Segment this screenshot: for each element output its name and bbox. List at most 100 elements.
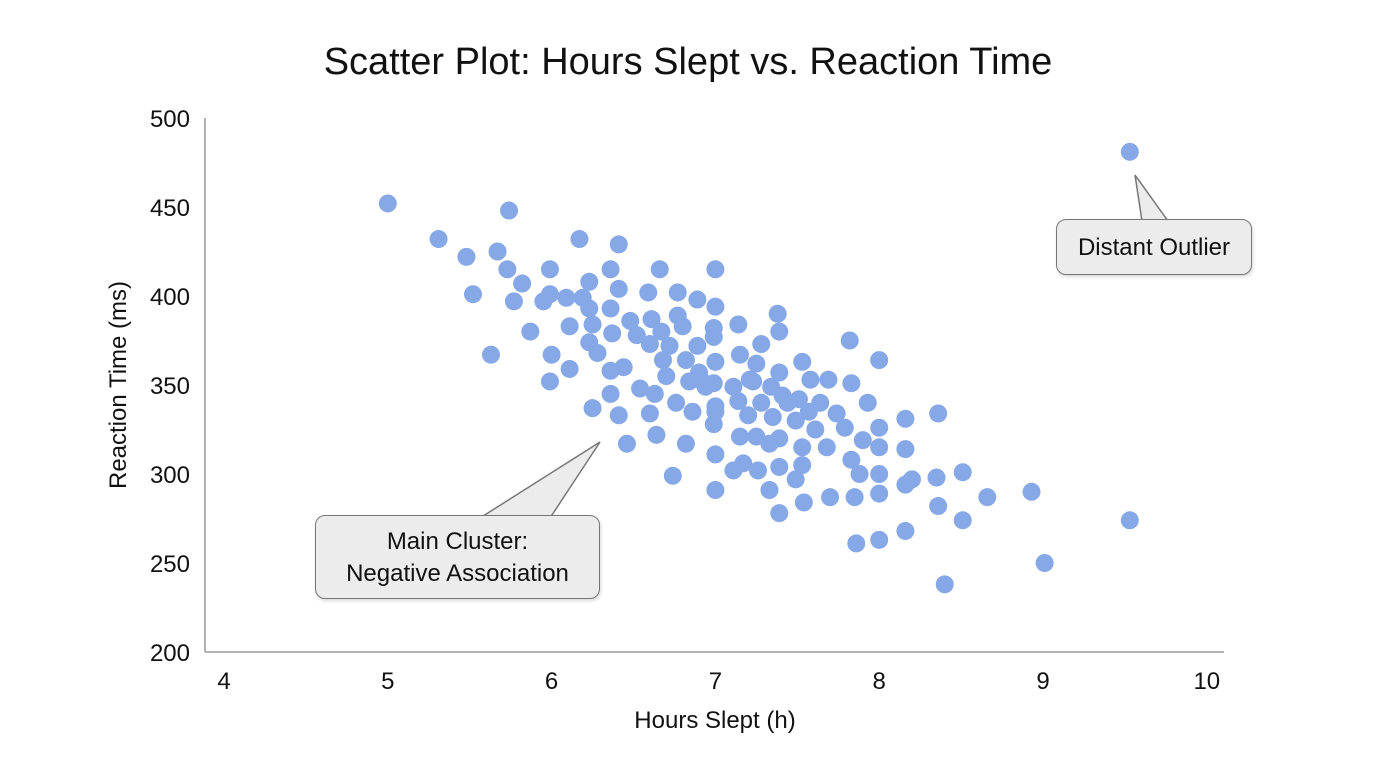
callout-line-1: Main Cluster: [386, 528, 529, 555]
data-point [770, 322, 789, 341]
data-point [706, 481, 725, 500]
data-point [488, 242, 507, 261]
x-tick-label: 9 [1036, 668, 1049, 695]
y-tick-label: 500 [150, 106, 190, 133]
data-point [752, 393, 771, 412]
data-point [1022, 482, 1041, 501]
callout-line-2: Negative Association [346, 560, 569, 587]
data-point [609, 235, 628, 254]
data-point [588, 343, 607, 362]
data-point [583, 399, 602, 418]
x-tick-label: 7 [709, 668, 722, 695]
data-point [500, 201, 519, 220]
data-point [706, 297, 725, 316]
data-point [603, 324, 622, 343]
data-point [870, 530, 889, 549]
x-axis-label: Hours Slept (h) [634, 707, 795, 734]
data-point [704, 374, 723, 393]
data-point [760, 481, 779, 500]
data-point [640, 335, 659, 354]
x-tick-label: 4 [217, 668, 230, 695]
data-point [811, 393, 830, 412]
data-point [601, 260, 620, 279]
data-point [609, 279, 628, 298]
data-point [730, 345, 749, 364]
data-point [663, 466, 682, 485]
data-point [744, 372, 763, 391]
data-point [929, 497, 948, 516]
data-point [747, 354, 766, 373]
data-point [794, 493, 813, 512]
data-point [557, 288, 576, 307]
data-point [653, 351, 672, 370]
data-point [617, 434, 636, 453]
data-point [583, 315, 602, 334]
data-point [614, 358, 633, 377]
data-point [676, 351, 695, 370]
chart-title: Scatter Plot: Hours Slept vs. Reaction T… [324, 41, 1053, 83]
data-point [688, 336, 707, 355]
data-point [673, 317, 692, 336]
data-point [850, 465, 869, 483]
data-point [609, 406, 628, 425]
data-point [786, 470, 805, 489]
data-point [704, 415, 723, 434]
data-point [457, 247, 476, 266]
data-point [835, 418, 854, 437]
data-point [801, 370, 820, 389]
data-point [842, 374, 861, 393]
data-point [601, 299, 620, 318]
data-point [870, 418, 889, 437]
data-point [650, 260, 669, 279]
data-point [768, 304, 787, 323]
data-point [789, 390, 808, 409]
data-point [896, 440, 915, 459]
data-point [724, 377, 743, 396]
data-point [560, 359, 579, 378]
data-point [870, 465, 889, 483]
x-tick-label: 10 [1193, 668, 1220, 695]
data-point [481, 345, 500, 364]
data-point [770, 457, 789, 476]
data-point [978, 488, 997, 507]
data-point [706, 260, 725, 279]
data-point [817, 438, 836, 457]
data-point [631, 379, 650, 398]
data-point [540, 260, 559, 279]
data-point [896, 521, 915, 540]
x-tick-label: 5 [381, 668, 394, 695]
data-point [870, 484, 889, 503]
data-point [667, 393, 686, 412]
data-point [730, 427, 749, 446]
data-point [763, 408, 782, 427]
data-point [1120, 142, 1139, 161]
data-point [786, 411, 805, 430]
y-tick-label: 400 [150, 284, 190, 311]
data-point [819, 370, 838, 389]
data-point [896, 409, 915, 428]
data-point [652, 322, 671, 341]
data-point [840, 331, 859, 350]
data-point [793, 456, 812, 475]
data-point [842, 450, 861, 469]
outlier-callout: Distant Outlier [1056, 219, 1252, 275]
data-point [870, 351, 889, 370]
outlier-callout-pointer [1134, 174, 1170, 222]
data-point [935, 575, 954, 594]
data-point [513, 274, 532, 293]
data-point [580, 272, 599, 291]
y-tick-label: 350 [150, 373, 190, 400]
data-point [639, 283, 658, 302]
data-point [827, 404, 846, 423]
data-point [601, 384, 620, 403]
data-point [929, 404, 948, 423]
y-tick-label: 200 [150, 640, 190, 667]
data-point [770, 363, 789, 382]
data-point [463, 285, 482, 304]
data-point [645, 384, 664, 403]
data-point [676, 434, 695, 453]
data-point [657, 367, 676, 386]
data-point [668, 283, 687, 302]
data-point [647, 425, 666, 444]
data-point [845, 488, 864, 507]
